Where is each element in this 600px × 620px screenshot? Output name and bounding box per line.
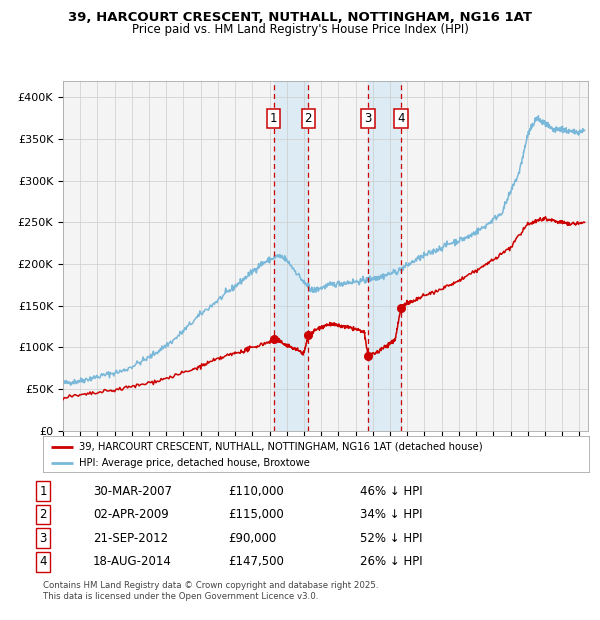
Text: 1: 1 <box>270 112 277 125</box>
Text: 26% ↓ HPI: 26% ↓ HPI <box>360 556 422 568</box>
Text: 1: 1 <box>40 485 47 497</box>
Text: 02-APR-2009: 02-APR-2009 <box>93 508 169 521</box>
Bar <box>274 81 308 431</box>
Bar <box>368 81 401 431</box>
Text: £110,000: £110,000 <box>228 485 284 497</box>
Text: 21-SEP-2012: 21-SEP-2012 <box>93 532 168 544</box>
Text: This data is licensed under the Open Government Licence v3.0.: This data is licensed under the Open Gov… <box>43 592 319 601</box>
Text: 46% ↓ HPI: 46% ↓ HPI <box>360 485 422 497</box>
Text: 18-AUG-2014: 18-AUG-2014 <box>93 556 172 568</box>
Text: 2: 2 <box>305 112 312 125</box>
Text: Price paid vs. HM Land Registry's House Price Index (HPI): Price paid vs. HM Land Registry's House … <box>131 23 469 36</box>
Text: 34% ↓ HPI: 34% ↓ HPI <box>360 508 422 521</box>
Text: 4: 4 <box>397 112 404 125</box>
Text: Contains HM Land Registry data © Crown copyright and database right 2025.: Contains HM Land Registry data © Crown c… <box>43 581 379 590</box>
Text: HPI: Average price, detached house, Broxtowe: HPI: Average price, detached house, Brox… <box>79 458 310 469</box>
Text: 3: 3 <box>364 112 372 125</box>
Text: 4: 4 <box>40 556 47 568</box>
Text: 2: 2 <box>40 508 47 521</box>
Text: 39, HARCOURT CRESCENT, NUTHALL, NOTTINGHAM, NG16 1AT (detached house): 39, HARCOURT CRESCENT, NUTHALL, NOTTINGH… <box>79 441 482 451</box>
Text: 39, HARCOURT CRESCENT, NUTHALL, NOTTINGHAM, NG16 1AT: 39, HARCOURT CRESCENT, NUTHALL, NOTTINGH… <box>68 11 532 24</box>
Text: 52% ↓ HPI: 52% ↓ HPI <box>360 532 422 544</box>
Text: £90,000: £90,000 <box>228 532 276 544</box>
Text: 3: 3 <box>40 532 47 544</box>
Text: 30-MAR-2007: 30-MAR-2007 <box>93 485 172 497</box>
Text: £115,000: £115,000 <box>228 508 284 521</box>
Text: £147,500: £147,500 <box>228 556 284 568</box>
